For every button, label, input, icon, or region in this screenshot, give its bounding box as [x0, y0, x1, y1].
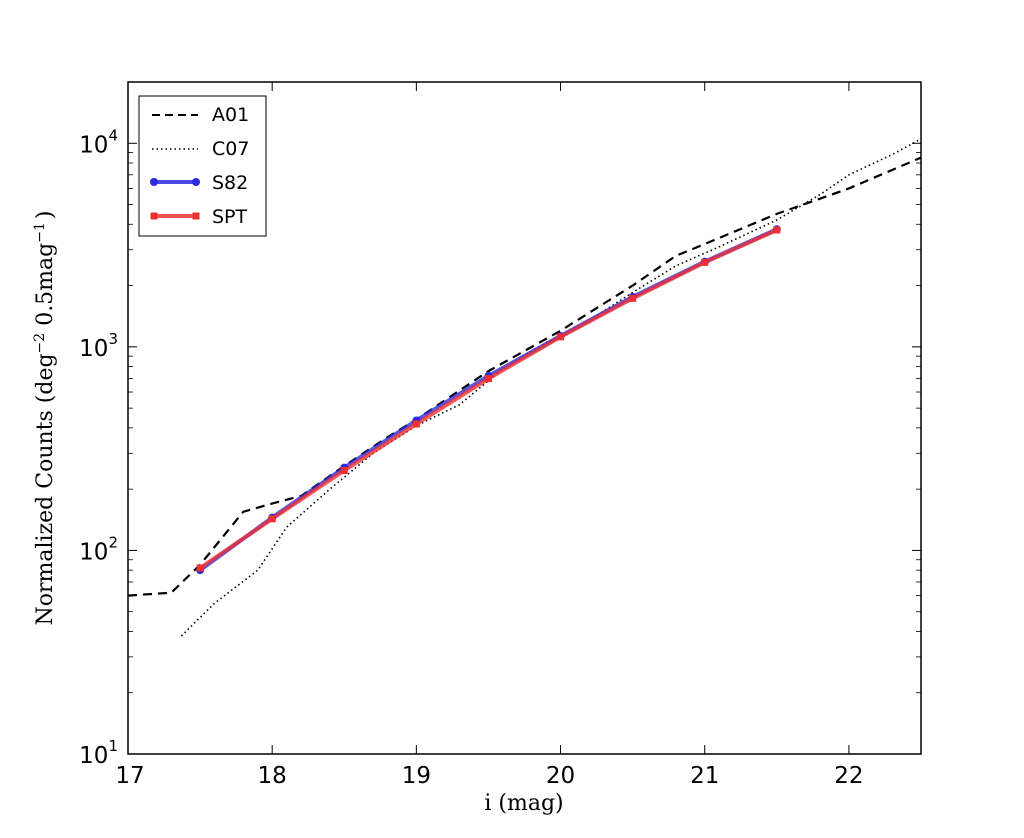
legend-marker-spt-right — [192, 212, 200, 220]
point-spt-8 — [773, 226, 781, 234]
markers-group — [196, 225, 781, 575]
x-tick-label: 17 — [115, 763, 144, 789]
point-spt-3 — [412, 420, 420, 428]
legend-label-c07: C07 — [212, 138, 249, 160]
x-axis-label: i (mag) — [484, 791, 563, 816]
series-line-spt — [198, 228, 778, 570]
tick-labels-group: 17 18 19 20 21 22 101 102 103 104 — [79, 126, 863, 789]
point-spt-0 — [196, 564, 204, 572]
ticks-group — [127, 82, 921, 755]
point-spt-6 — [629, 294, 637, 302]
x-tick-label: 22 — [834, 763, 863, 789]
y-tick-label: 103 — [79, 330, 118, 362]
point-spt-5 — [557, 333, 565, 341]
y-tick-label: 104 — [79, 126, 118, 158]
x-tick-label: 21 — [690, 763, 719, 789]
point-spt-2 — [340, 466, 348, 474]
plot-frame — [127, 81, 922, 755]
point-spt-4 — [484, 375, 492, 383]
x-tick-label: 18 — [258, 763, 287, 789]
y-axis-label: Normalized Counts (deg−2 0.5mag−1) — [32, 211, 58, 626]
legend-marker-s82-right — [192, 178, 200, 186]
legend-label-s82: S82 — [212, 172, 248, 194]
x-tick-label: 19 — [402, 763, 431, 789]
series-line-s82 — [198, 227, 778, 572]
legend-box — [138, 95, 267, 237]
y-tick-label: 101 — [79, 737, 118, 769]
series-line-c07 — [180, 138, 922, 637]
legend: A01 C07 S82 SPT — [138, 95, 267, 237]
point-spt-1 — [268, 515, 276, 523]
legend-label-a01: A01 — [212, 104, 249, 126]
legend-marker-s82-left — [150, 178, 158, 186]
x-tick-label: 20 — [546, 763, 575, 789]
point-spt-7 — [701, 258, 709, 266]
y-tick-label: 102 — [79, 533, 118, 565]
legend-marker-spt-left — [150, 212, 158, 220]
legend-label-spt: SPT — [212, 206, 248, 228]
